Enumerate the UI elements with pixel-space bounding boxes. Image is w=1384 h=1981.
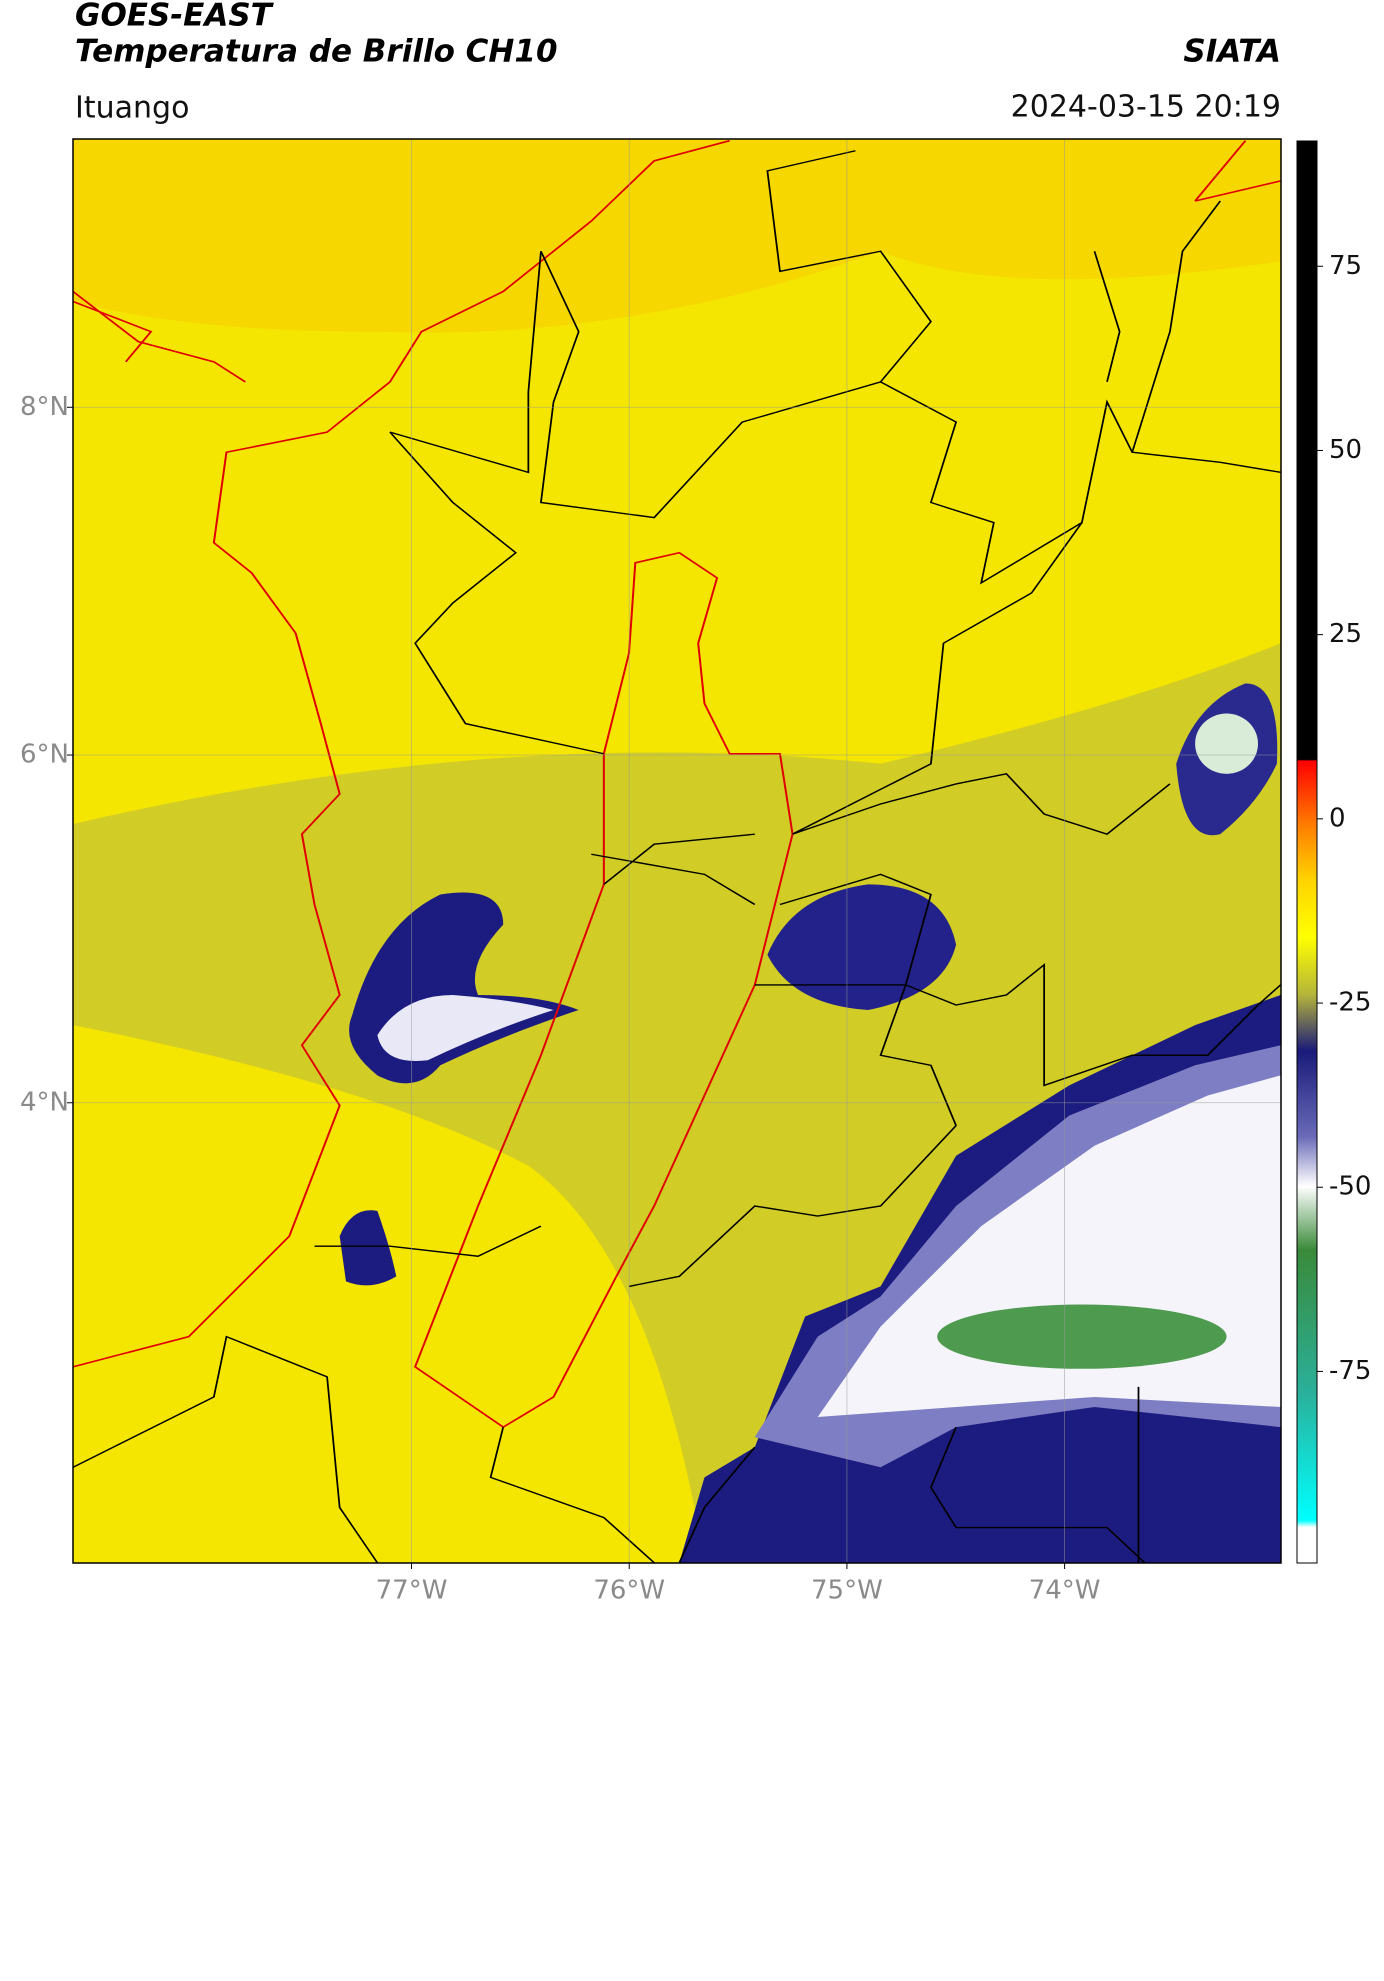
colorbar <box>1296 140 1318 1564</box>
y-tick-label: 6°N <box>20 740 69 770</box>
subtitle: Temperatura de Brillo CH10 <box>75 34 558 70</box>
colorbar-tick-label: 50 <box>1329 435 1362 465</box>
map-frame <box>72 138 1282 1564</box>
warm-area <box>73 139 1281 333</box>
x-tick-label: 77°W <box>376 1576 448 1606</box>
colorbar-tick-label: -75 <box>1329 1356 1371 1386</box>
cloud-core <box>937 1304 1227 1369</box>
x-tick-label: 76°W <box>593 1576 665 1606</box>
y-tick-label: 8°N <box>20 392 69 422</box>
cloud-top <box>377 994 554 1061</box>
graticule <box>73 139 1281 1563</box>
border <box>678 1386 1146 1563</box>
coastline <box>73 139 730 1368</box>
black-boundaries <box>73 150 1281 1563</box>
border <box>754 963 1281 1087</box>
colorbar-tick-label: 0 <box>1329 803 1346 833</box>
border <box>314 1125 957 1288</box>
x-tick-label: 75°W <box>811 1576 883 1606</box>
location: Ituango <box>75 91 189 126</box>
colorbar-tick-label: 75 <box>1329 251 1362 281</box>
source: SIATA <box>1183 34 1281 70</box>
map-image <box>73 139 1281 1563</box>
coastline <box>1194 140 1281 202</box>
datetime: 2024-03-15 20:19 <box>1011 90 1281 125</box>
border <box>880 381 1281 585</box>
x-tick-label: 74°W <box>1029 1576 1101 1606</box>
region-outline <box>413 551 794 1429</box>
red-boundaries <box>73 139 1281 1429</box>
coastline <box>73 290 246 383</box>
cloud-deep <box>339 1210 397 1286</box>
colorbar-tick-label: -50 <box>1329 1172 1371 1202</box>
border <box>792 522 1171 835</box>
colorbar-tick-label: 25 <box>1329 619 1362 649</box>
cloud-deep <box>767 884 957 1011</box>
colorbar-tick-label: -25 <box>1329 988 1371 1018</box>
border <box>389 150 932 519</box>
border <box>389 431 605 755</box>
cloud-top <box>1195 713 1258 774</box>
border <box>1093 200 1222 453</box>
y-tick-label: 4°N <box>20 1087 69 1117</box>
title: GOES-EAST <box>75 0 275 34</box>
